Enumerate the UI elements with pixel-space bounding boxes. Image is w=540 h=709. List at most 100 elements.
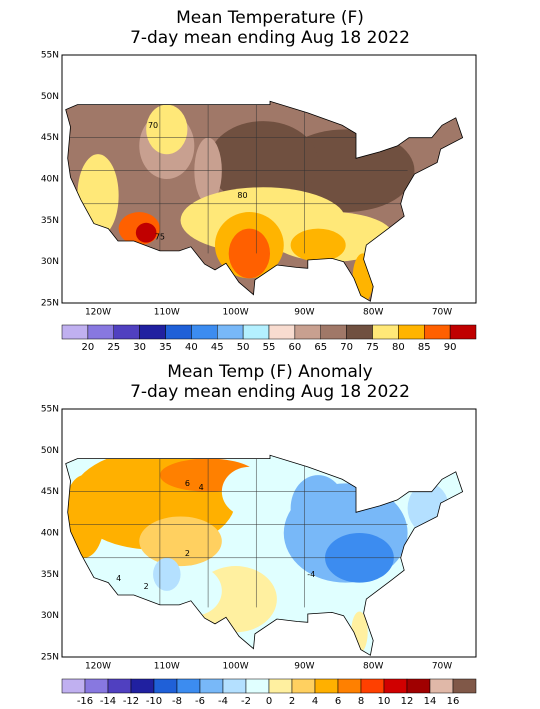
colorbar-label: 8 [358,696,364,707]
lon-label: 70W [432,662,452,672]
colorbar-label: -4 [218,696,228,707]
colorbar-label: 60 [289,342,302,353]
colorbar-label: -14 [100,696,116,707]
colorbar-label: 40 [185,342,198,353]
colorbar-label: 6 [335,696,341,707]
colorbar-swatch [449,324,477,340]
contour-label: 2 [144,582,149,591]
colorbar-swatch [268,678,293,694]
colorbar-label: 65 [314,342,327,353]
colorbar-swatch [107,678,132,694]
panel-title: 7-day mean ending Aug 18 2022 [130,382,410,402]
us-outline [65,100,464,302]
lon-label: 80W [363,662,383,672]
colorbar-label: 80 [392,342,405,353]
lat-label: 30N [41,611,59,621]
colorbar-swatch [113,324,140,340]
colorbar-label: 35 [159,342,172,353]
lon-label: 90W [294,662,314,672]
shade-region [77,154,119,237]
colorbar-label: 45 [211,342,224,353]
colorbar-swatch [424,324,451,340]
contour-label: -4 [307,570,315,579]
colorbar-swatch [222,678,247,694]
lat-label: 50N [41,446,59,456]
colorbar-swatch [153,678,178,694]
colorbar-label: 4 [312,696,318,707]
lat-label: 25N [41,653,59,663]
lon-label: 70W [432,308,452,318]
colorbar-label: 90 [444,342,457,353]
lon-label: 100W [223,662,249,672]
colorbar-swatch [268,324,296,340]
lat-label: 45N [41,133,59,143]
map [65,100,464,302]
contour-label: 4 [199,483,204,492]
colorbar-label: -6 [195,696,205,707]
colorbar-label: 2 [289,696,295,707]
colorbar-swatch [452,678,477,694]
lat-label: 35N [41,570,59,580]
map-frame [61,54,477,304]
shade-region [65,475,105,558]
us-outline [65,454,464,656]
colorbar-swatch [176,678,201,694]
colorbar-label: 70 [340,342,353,353]
colorbar-label: 16 [447,696,460,707]
colorbar-swatch [165,324,192,340]
colorbar-label: -16 [77,696,93,707]
colorbar-swatch [245,678,270,694]
colorbar-swatch [320,324,347,340]
lat-label: 40N [41,175,59,185]
lon-label: 90W [294,308,314,318]
colorbar-label: 12 [401,696,414,707]
colorbar-swatch [61,678,86,694]
colorbar-label: -8 [172,696,182,707]
shade-region [290,475,346,542]
lon-label: 110W [154,662,180,672]
colorbar-swatch [398,324,425,340]
colorbar-label: 10 [378,696,391,707]
contour-label: 80 [237,191,247,200]
lon-label: 120W [85,662,111,672]
lat-label: 45N [41,487,59,497]
panel-title: Mean Temperature (F) [176,8,364,28]
shading [65,101,415,302]
panel-title: Mean Temp (F) Anomaly [167,362,372,382]
panel-title: 7-day mean ending Aug 18 2022 [130,28,410,48]
lat-label: 55N [41,405,59,415]
shade-region [228,228,270,279]
shade-region [135,222,157,243]
contour-label: 4 [116,574,121,583]
colorbar-swatch [87,324,114,340]
colorbar-swatch [314,678,339,694]
colorbar-swatch [372,324,399,340]
colorbar-label: -12 [123,696,139,707]
colorbar-swatch [217,324,244,340]
lon-label: 110W [154,308,180,318]
shade-region [407,483,449,534]
colorbar-label: 75 [366,342,379,353]
lat-label: 30N [41,257,59,267]
colorbar-swatch [294,324,321,340]
map [65,454,464,656]
colorbar-label: -2 [241,696,251,707]
colorbar-label: 25 [107,342,120,353]
colorbar-swatch [337,678,362,694]
lat-label: 55N [41,51,59,61]
colorbar-label: 50 [237,342,250,353]
colorbar-swatch [84,678,109,694]
colorbar-swatch [130,678,155,694]
lat-label: 50N [41,92,59,102]
lon-label: 100W [223,308,249,318]
contour-label: 6 [185,479,190,488]
colorbar-label: 0 [266,696,272,707]
colorbar-swatch [383,678,408,694]
colorbar-swatch [242,324,270,340]
shade-region [153,557,181,591]
colorbar-label: 14 [424,696,437,707]
shade-region [208,121,319,204]
colorbar-swatch [360,678,385,694]
